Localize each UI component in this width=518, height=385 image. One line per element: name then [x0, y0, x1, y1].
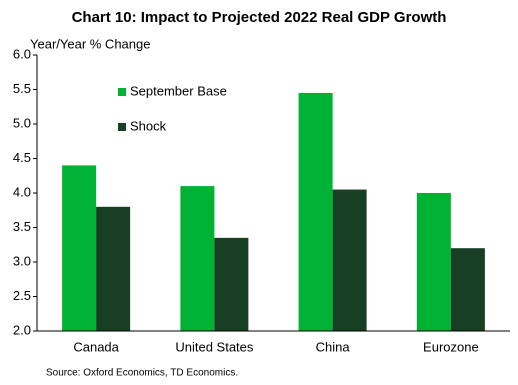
legend-swatch: [118, 88, 126, 96]
bar: [450, 248, 485, 331]
bar: [62, 165, 97, 331]
y-axis-label: Year/Year % Change: [30, 36, 150, 51]
bar: [180, 186, 215, 331]
y-tick-label: 3.5: [13, 219, 31, 234]
y-tick-label: 5.5: [13, 81, 31, 96]
bar: [416, 193, 451, 331]
bar: [214, 237, 249, 331]
x-tick-label: China: [316, 339, 351, 354]
x-tick-label: Eurozone: [423, 339, 479, 354]
legend-label: September Base: [130, 83, 227, 98]
x-tick-label: Canada: [73, 339, 119, 354]
source-note: Source: Oxford Economics, TD Economics.: [46, 368, 238, 379]
y-tick-label: 5.0: [13, 115, 31, 130]
y-tick-label: 3.0: [13, 253, 31, 268]
y-tick-label: 4.0: [13, 184, 31, 199]
chart-title: Chart 10: Impact to Projected 2022 Real …: [72, 9, 447, 26]
x-tick-label: United States: [175, 339, 254, 354]
y-tick-label: 6.0: [13, 46, 31, 61]
bar: [96, 206, 131, 331]
y-tick-label: 2.5: [13, 288, 31, 303]
legend-swatch: [118, 123, 126, 131]
y-tick-label: 2.0: [13, 322, 31, 337]
legend-label: Shock: [130, 118, 167, 133]
bar: [298, 92, 333, 331]
y-tick-label: 4.5: [13, 150, 31, 165]
bar: [332, 189, 367, 331]
